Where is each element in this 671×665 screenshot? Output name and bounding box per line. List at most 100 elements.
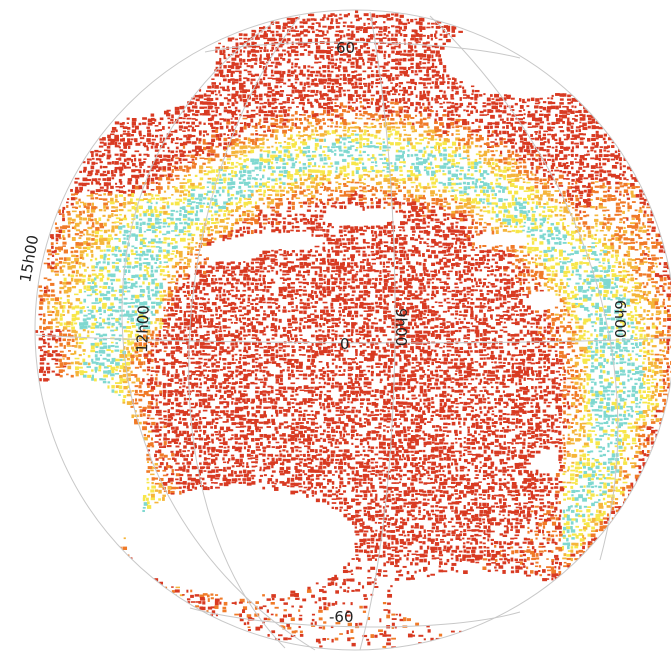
density-cell	[627, 202, 630, 206]
density-cell	[83, 241, 89, 245]
density-cell	[74, 193, 78, 196]
density-cell	[502, 205, 508, 209]
density-cell	[115, 245, 119, 249]
density-cell	[414, 198, 420, 203]
density-cell	[299, 122, 304, 125]
density-cell	[566, 225, 570, 227]
density-cell	[455, 205, 460, 210]
density-cell	[251, 45, 256, 49]
density-cell	[511, 145, 515, 149]
density-cell	[291, 201, 295, 206]
density-cell	[246, 42, 251, 47]
density-cell	[411, 70, 414, 74]
density-cell	[362, 142, 366, 146]
density-cell	[322, 242, 325, 245]
density-cell	[559, 218, 563, 221]
density-cell	[286, 17, 292, 21]
density-cell	[319, 113, 325, 116]
density-cell	[330, 70, 334, 73]
density-cell	[74, 233, 79, 236]
density-cell	[406, 218, 411, 222]
density-cell	[574, 250, 579, 255]
density-cell	[142, 134, 146, 137]
density-cell	[250, 109, 256, 112]
density-cell	[610, 254, 614, 258]
density-cell	[319, 170, 323, 173]
density-cell	[634, 249, 639, 251]
density-cell	[259, 185, 262, 189]
density-cell	[354, 158, 360, 161]
density-cell	[563, 149, 569, 151]
density-cell	[147, 193, 152, 196]
density-cell	[186, 181, 190, 184]
density-cell	[234, 222, 240, 225]
density-cell	[74, 257, 79, 262]
density-cell	[470, 177, 475, 180]
density-cell	[639, 226, 643, 230]
density-cell	[407, 177, 413, 181]
density-cell	[499, 225, 503, 228]
density-cell	[454, 189, 459, 192]
density-cell	[227, 106, 231, 109]
density-cell	[334, 66, 340, 70]
density-cell	[367, 98, 371, 102]
density-cell	[250, 149, 255, 154]
density-cell	[431, 45, 437, 48]
density-cell	[111, 206, 115, 209]
density-cell	[375, 161, 378, 164]
density-cell	[579, 197, 583, 199]
density-cell	[202, 230, 206, 233]
density-cell	[230, 73, 234, 77]
density-cell	[526, 98, 531, 102]
density-cell	[322, 221, 326, 225]
density-cell	[302, 18, 306, 22]
density-cell	[539, 166, 544, 169]
density-cell	[267, 189, 273, 192]
density-cell	[502, 218, 507, 223]
density-cell	[315, 33, 319, 37]
density-cell	[542, 154, 547, 157]
density-cell	[303, 49, 308, 52]
density-cell	[358, 126, 361, 130]
density-cell	[191, 105, 196, 109]
density-cell	[614, 150, 618, 154]
density-cell	[391, 58, 396, 63]
density-cell	[530, 222, 536, 225]
density-cell	[314, 138, 319, 142]
density-cell	[534, 229, 538, 232]
density-cell	[223, 57, 227, 60]
density-cell	[379, 125, 382, 129]
density-cell	[494, 142, 499, 146]
density-cell	[503, 94, 508, 97]
density-cell	[103, 209, 107, 212]
density-cell	[506, 169, 510, 172]
density-cell	[579, 161, 585, 166]
density-cell	[594, 214, 599, 217]
density-cell	[382, 66, 386, 69]
density-cell	[570, 125, 574, 129]
density-cell	[219, 57, 222, 62]
density-cell	[183, 189, 189, 192]
density-cell	[207, 85, 212, 89]
density-cell	[111, 174, 116, 177]
density-cell	[190, 154, 196, 158]
density-cell	[278, 154, 282, 159]
density-cell	[71, 254, 76, 258]
density-cell	[398, 137, 402, 141]
density-cell	[514, 214, 518, 219]
density-cell	[198, 202, 202, 205]
density-cell	[570, 197, 574, 201]
density-cell	[563, 178, 566, 180]
density-cell	[326, 54, 330, 59]
density-cell	[523, 190, 529, 192]
density-cell	[143, 169, 146, 173]
density-cell	[334, 241, 339, 245]
density-cell	[594, 177, 598, 180]
density-cell	[602, 182, 605, 187]
density-cell	[571, 97, 577, 102]
density-cell	[219, 102, 224, 106]
density-cell	[266, 53, 270, 58]
density-cell	[566, 230, 570, 234]
